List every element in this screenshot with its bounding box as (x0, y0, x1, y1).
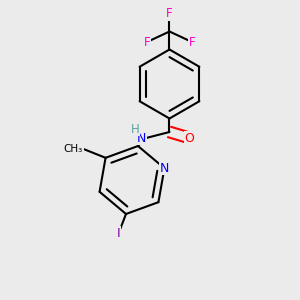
Text: I: I (117, 227, 120, 240)
Text: CH₃: CH₃ (64, 144, 83, 154)
Text: H: H (130, 122, 140, 136)
Text: O: O (185, 131, 194, 145)
Text: F: F (166, 7, 173, 20)
Text: N: N (160, 162, 169, 175)
Text: N: N (137, 131, 146, 145)
Text: F: F (144, 35, 150, 49)
Text: F: F (189, 35, 195, 49)
